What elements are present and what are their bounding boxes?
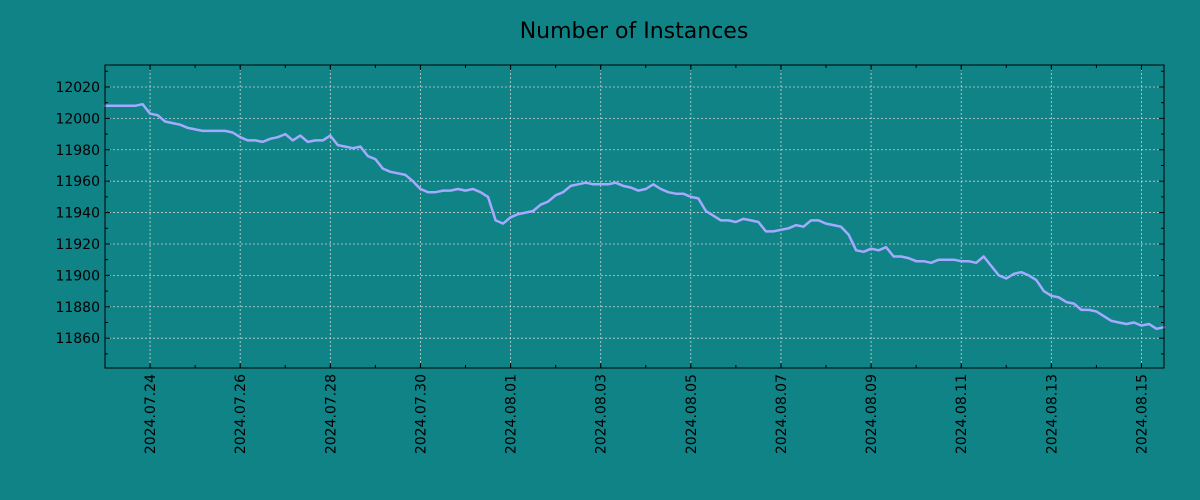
y-tick-label: 11940: [55, 206, 100, 222]
x-tick-label: 2024.08.15: [1134, 374, 1150, 454]
y-tick-label: 12020: [55, 80, 100, 96]
y-tick-label: 11980: [55, 143, 100, 159]
y-tick-label: 12000: [55, 111, 100, 127]
x-tick-label: 2024.08.01: [504, 374, 520, 454]
y-tick-label: 11920: [55, 237, 100, 253]
x-tick-label: 2024.08.05: [684, 374, 700, 454]
series-line: [103, 102, 1166, 331]
y-axis: 11860 11880 11900 11920 11940 11960 11980 12000…: [55, 70, 1164, 355]
x-tick-label: 2024.08.09: [864, 374, 880, 454]
x-tick-label: 2024.08.11: [954, 374, 970, 454]
x-tick-label: 2024.07.28: [323, 374, 339, 454]
y-tick-label: 11860: [55, 331, 100, 347]
grid-lines: [105, 65, 1164, 368]
x-tick-label: 2024.08.07: [774, 374, 790, 454]
x-tick-label: 2024.08.03: [594, 374, 610, 454]
y-tick-label: 11900: [55, 268, 100, 284]
plot-frame: [104, 64, 1165, 369]
chart-title: Number of Instances: [520, 19, 749, 44]
x-axis: 2024.07.24 2024.07.26 2024.07.28 2024.07.30…: [104, 65, 1150, 454]
x-tick-label: 2024.08.13: [1044, 374, 1060, 454]
x-tick-label: 2024.07.24: [143, 374, 159, 454]
y-tick-label: 11880: [55, 300, 100, 316]
y-tick-label: 11960: [55, 174, 100, 190]
series-layer: [103, 102, 1166, 331]
x-tick-label: 2024.07.30: [413, 374, 429, 454]
x-tick-label: 2024.07.26: [233, 374, 249, 454]
